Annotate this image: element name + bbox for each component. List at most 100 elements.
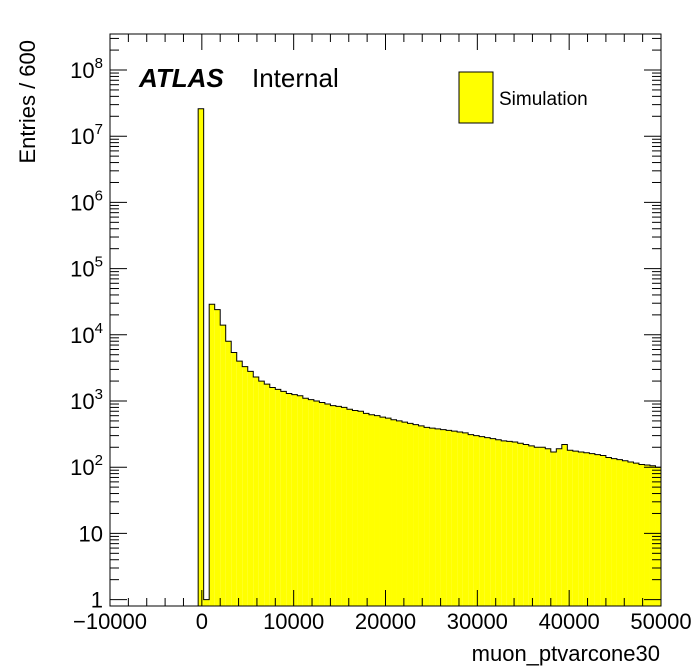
histogram-bin bbox=[341, 407, 347, 606]
histogram-bin bbox=[286, 393, 292, 606]
histogram-bin bbox=[589, 453, 595, 606]
histogram-bin bbox=[633, 463, 639, 606]
histogram-bin bbox=[319, 402, 325, 606]
histogram-bin bbox=[578, 451, 584, 606]
histogram-bin bbox=[413, 424, 419, 606]
histogram-bin bbox=[357, 411, 364, 606]
histogram-bin bbox=[280, 391, 287, 606]
histogram-bin bbox=[275, 389, 281, 606]
y-tick-label: 108 bbox=[70, 55, 103, 83]
histogram-bin bbox=[352, 410, 358, 606]
histogram-bin bbox=[324, 404, 331, 606]
x-tick-label: 0 bbox=[196, 609, 208, 634]
histogram-bin bbox=[308, 399, 314, 606]
y-tick-label: 102 bbox=[70, 452, 103, 480]
histogram-bin bbox=[198, 108, 204, 606]
y-tick-label: 103 bbox=[70, 386, 103, 414]
histogram-bin bbox=[539, 447, 546, 606]
histogram-bin bbox=[644, 464, 650, 606]
histogram-bin bbox=[545, 448, 551, 606]
y-tick-label: 10 bbox=[79, 521, 103, 546]
histogram-bin bbox=[594, 454, 601, 606]
histogram-bin bbox=[506, 441, 513, 606]
histogram-bin bbox=[368, 414, 375, 606]
histogram-bin bbox=[396, 420, 403, 606]
histogram-bin bbox=[203, 599, 210, 606]
histogram-bin bbox=[225, 341, 232, 606]
histogram-bin bbox=[236, 361, 243, 606]
histogram-bin bbox=[473, 435, 480, 606]
histogram-bin bbox=[335, 406, 342, 606]
histogram-bin bbox=[468, 434, 474, 606]
histogram-bin bbox=[627, 461, 634, 606]
histogram-bars bbox=[110, 108, 662, 607]
x-tick-label: 10000 bbox=[263, 609, 324, 634]
histogram-bin bbox=[435, 428, 441, 606]
histogram-outline bbox=[110, 108, 662, 607]
y-tick-label: 107 bbox=[70, 121, 103, 149]
histogram-bin bbox=[501, 440, 507, 606]
histogram-bin bbox=[457, 432, 463, 606]
histogram-bin bbox=[220, 325, 226, 606]
histogram-bin bbox=[374, 415, 380, 606]
y-axis-title: Entries / 600 bbox=[15, 40, 40, 164]
histogram-bin bbox=[605, 457, 612, 606]
histogram-bin bbox=[313, 400, 320, 606]
histogram-bin bbox=[302, 398, 309, 606]
y-tick-label: 1 bbox=[91, 588, 103, 613]
x-tick-label: 50000 bbox=[630, 609, 691, 634]
histogram-bin bbox=[523, 444, 529, 606]
histogram-bin bbox=[495, 439, 502, 606]
legend-swatch bbox=[458, 71, 494, 124]
x-tick-label: 20000 bbox=[355, 609, 416, 634]
histogram-bin bbox=[258, 381, 265, 606]
histogram-bin bbox=[638, 464, 645, 606]
histogram-bin bbox=[550, 451, 557, 606]
histogram-bin bbox=[446, 430, 452, 606]
histogram-bin bbox=[528, 445, 535, 606]
y-axis-ticks: 1 10 102 103 104 105 106 107 108 bbox=[70, 37, 661, 613]
histogram-bin bbox=[556, 448, 562, 606]
histogram-bin bbox=[363, 413, 369, 606]
atlas-label: ATLAS bbox=[138, 63, 224, 93]
x-tick-label: 40000 bbox=[539, 609, 600, 634]
histogram-bin bbox=[534, 447, 540, 606]
histogram-bin bbox=[462, 432, 469, 606]
histogram-bin bbox=[242, 366, 248, 606]
histogram-bin bbox=[209, 304, 215, 606]
histogram-bin bbox=[517, 443, 524, 606]
histogram-bin bbox=[649, 465, 656, 606]
histogram-bin bbox=[572, 451, 579, 606]
histogram-bin bbox=[253, 377, 259, 606]
histogram-bin bbox=[484, 437, 491, 606]
histogram-bin bbox=[402, 422, 408, 606]
histogram-bin bbox=[418, 425, 425, 606]
histogram-bin bbox=[264, 384, 270, 606]
histogram-bin bbox=[616, 459, 623, 606]
histogram-bin bbox=[424, 427, 430, 606]
histogram-bin bbox=[583, 452, 590, 606]
histogram-bin bbox=[622, 460, 628, 606]
histogram-bin bbox=[379, 417, 386, 606]
histogram-bin bbox=[490, 438, 496, 606]
histogram-bin bbox=[330, 405, 336, 606]
x-axis-title: muon_ptvarcone30 bbox=[472, 641, 660, 666]
histogram-bin bbox=[291, 394, 298, 606]
x-tick-label: −10000 bbox=[73, 609, 147, 634]
histogram-bin bbox=[247, 371, 254, 606]
atlas-status: Internal bbox=[252, 63, 339, 93]
histogram-bin bbox=[567, 450, 573, 606]
histogram-bin bbox=[512, 442, 518, 606]
histogram-bin bbox=[346, 409, 353, 606]
histogram-bin bbox=[600, 455, 606, 606]
y-tick-label: 105 bbox=[70, 254, 103, 282]
x-tick-label: 30000 bbox=[447, 609, 508, 634]
histogram-bin bbox=[269, 387, 276, 606]
histogram-bin bbox=[451, 431, 458, 606]
histogram-bin bbox=[214, 309, 221, 606]
histogram-bin bbox=[479, 436, 485, 606]
legend-label-simulation: Simulation bbox=[499, 89, 588, 110]
y-tick-label: 106 bbox=[70, 187, 103, 215]
x-axis-ticks: −10000 0 10000 20000 30000 40000 50000 bbox=[73, 34, 692, 634]
